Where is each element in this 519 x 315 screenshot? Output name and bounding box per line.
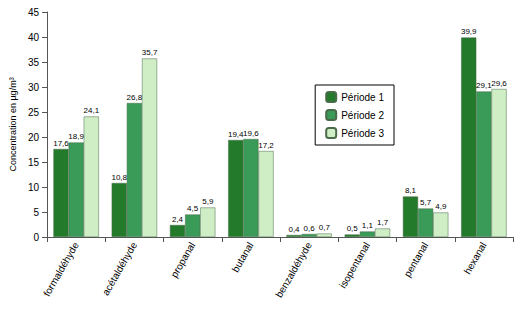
svg-text:29,1: 29,1 <box>476 81 492 90</box>
svg-text:40: 40 <box>28 32 40 43</box>
svg-text:45: 45 <box>28 7 40 18</box>
svg-text:19,6: 19,6 <box>243 129 259 138</box>
svg-text:0,6: 0,6 <box>304 224 316 233</box>
svg-text:Période 1: Période 1 <box>341 92 384 103</box>
svg-text:35,7: 35,7 <box>142 48 158 57</box>
svg-text:15: 15 <box>28 157 40 168</box>
svg-text:isopentanal: isopentanal <box>337 240 372 290</box>
svg-text:10: 10 <box>28 182 40 193</box>
svg-text:acétaldéhyde: acétaldéhyde <box>100 240 139 297</box>
svg-text:19,4: 19,4 <box>228 130 244 139</box>
svg-text:4,5: 4,5 <box>187 204 199 213</box>
svg-text:5: 5 <box>33 207 39 218</box>
svg-text:5,9: 5,9 <box>202 197 214 206</box>
svg-text:hexanal: hexanal <box>462 240 489 276</box>
svg-text:35: 35 <box>28 57 40 68</box>
svg-text:0,4: 0,4 <box>288 225 300 234</box>
svg-text:17,6: 17,6 <box>53 139 69 148</box>
svg-text:pentanal: pentanal <box>402 240 431 279</box>
svg-text:17,2: 17,2 <box>258 141 274 150</box>
svg-text:26,8: 26,8 <box>127 93 143 102</box>
svg-text:1,1: 1,1 <box>362 221 374 230</box>
svg-text:24,1: 24,1 <box>84 106 100 115</box>
svg-text:2,4: 2,4 <box>172 215 184 224</box>
svg-text:0: 0 <box>33 232 39 243</box>
svg-text:4,9: 4,9 <box>435 202 447 211</box>
svg-text:0,5: 0,5 <box>347 224 359 233</box>
svg-text:20: 20 <box>28 132 40 143</box>
svg-text:25: 25 <box>28 107 40 118</box>
svg-text:propanal: propanal <box>168 240 197 279</box>
svg-text:8,1: 8,1 <box>405 186 417 195</box>
svg-text:1,7: 1,7 <box>377 218 389 227</box>
svg-text:benzaldéhyde: benzaldéhyde <box>273 240 314 300</box>
svg-text:Période 2: Période 2 <box>341 110 384 121</box>
svg-text:Période 3: Période 3 <box>341 128 384 139</box>
svg-text:5,7: 5,7 <box>420 198 432 207</box>
svg-text:29,6: 29,6 <box>491 79 507 88</box>
svg-text:30: 30 <box>28 82 40 93</box>
svg-text:18,9: 18,9 <box>68 132 84 141</box>
svg-text:formaldéhyde: formaldéhyde <box>41 240 81 298</box>
svg-text:10,8: 10,8 <box>111 173 127 182</box>
svg-text:39,9: 39,9 <box>461 27 477 36</box>
svg-text:Concentration en µg/m³: Concentration en µg/m³ <box>8 77 18 171</box>
svg-text:0,7: 0,7 <box>319 223 331 232</box>
svg-text:butanal: butanal <box>230 240 256 274</box>
